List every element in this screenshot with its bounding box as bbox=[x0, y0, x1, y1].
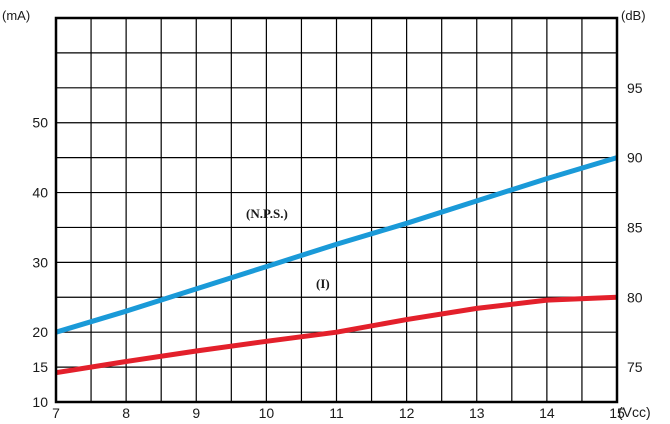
right-tick-label: 80 bbox=[627, 289, 643, 305]
x-tick-label: 9 bbox=[192, 405, 200, 421]
x-tick-label: 8 bbox=[122, 405, 130, 421]
right-tick-label: 90 bbox=[627, 150, 643, 166]
left-tick-label: 50 bbox=[32, 115, 48, 131]
grid bbox=[56, 18, 617, 402]
x-tick-label: 12 bbox=[399, 405, 415, 421]
series-line-current bbox=[55, 294, 618, 376]
series-layer bbox=[55, 155, 618, 376]
series-line-nps bbox=[55, 155, 618, 335]
right-tick-label: 95 bbox=[627, 80, 643, 96]
x-tick-label: 11 bbox=[329, 405, 344, 421]
plot-frame bbox=[54, 16, 619, 404]
x-tick-label: 14 bbox=[539, 405, 555, 421]
left-tick-label: 10 bbox=[32, 394, 48, 410]
left-tick-label: 15 bbox=[32, 359, 48, 375]
right-tick-label: 75 bbox=[627, 359, 643, 375]
x-tick-label: 10 bbox=[259, 405, 275, 421]
x-axis-unit: (Vcc) bbox=[618, 404, 651, 420]
left-tick-label: 30 bbox=[32, 254, 48, 270]
left-tick-label: 40 bbox=[32, 185, 48, 201]
tick-labels: 7 8 9 10 11 12 13 14 15 10 15 20 30 40 50 75 80 85 90 95 bbox=[32, 80, 642, 421]
right-tick-label: 85 bbox=[627, 219, 643, 235]
x-tick-label: 13 bbox=[469, 405, 485, 421]
x-tick-label: 15 bbox=[609, 405, 625, 421]
left-tick-label: 20 bbox=[32, 324, 48, 340]
x-tick-label: 7 bbox=[52, 405, 60, 421]
series-label-current: (I) bbox=[316, 276, 330, 291]
right-axis-unit: (dB) bbox=[621, 8, 646, 23]
left-axis-unit: (mA) bbox=[2, 8, 30, 23]
series-label-nps: (N.P.S.) bbox=[246, 206, 288, 221]
